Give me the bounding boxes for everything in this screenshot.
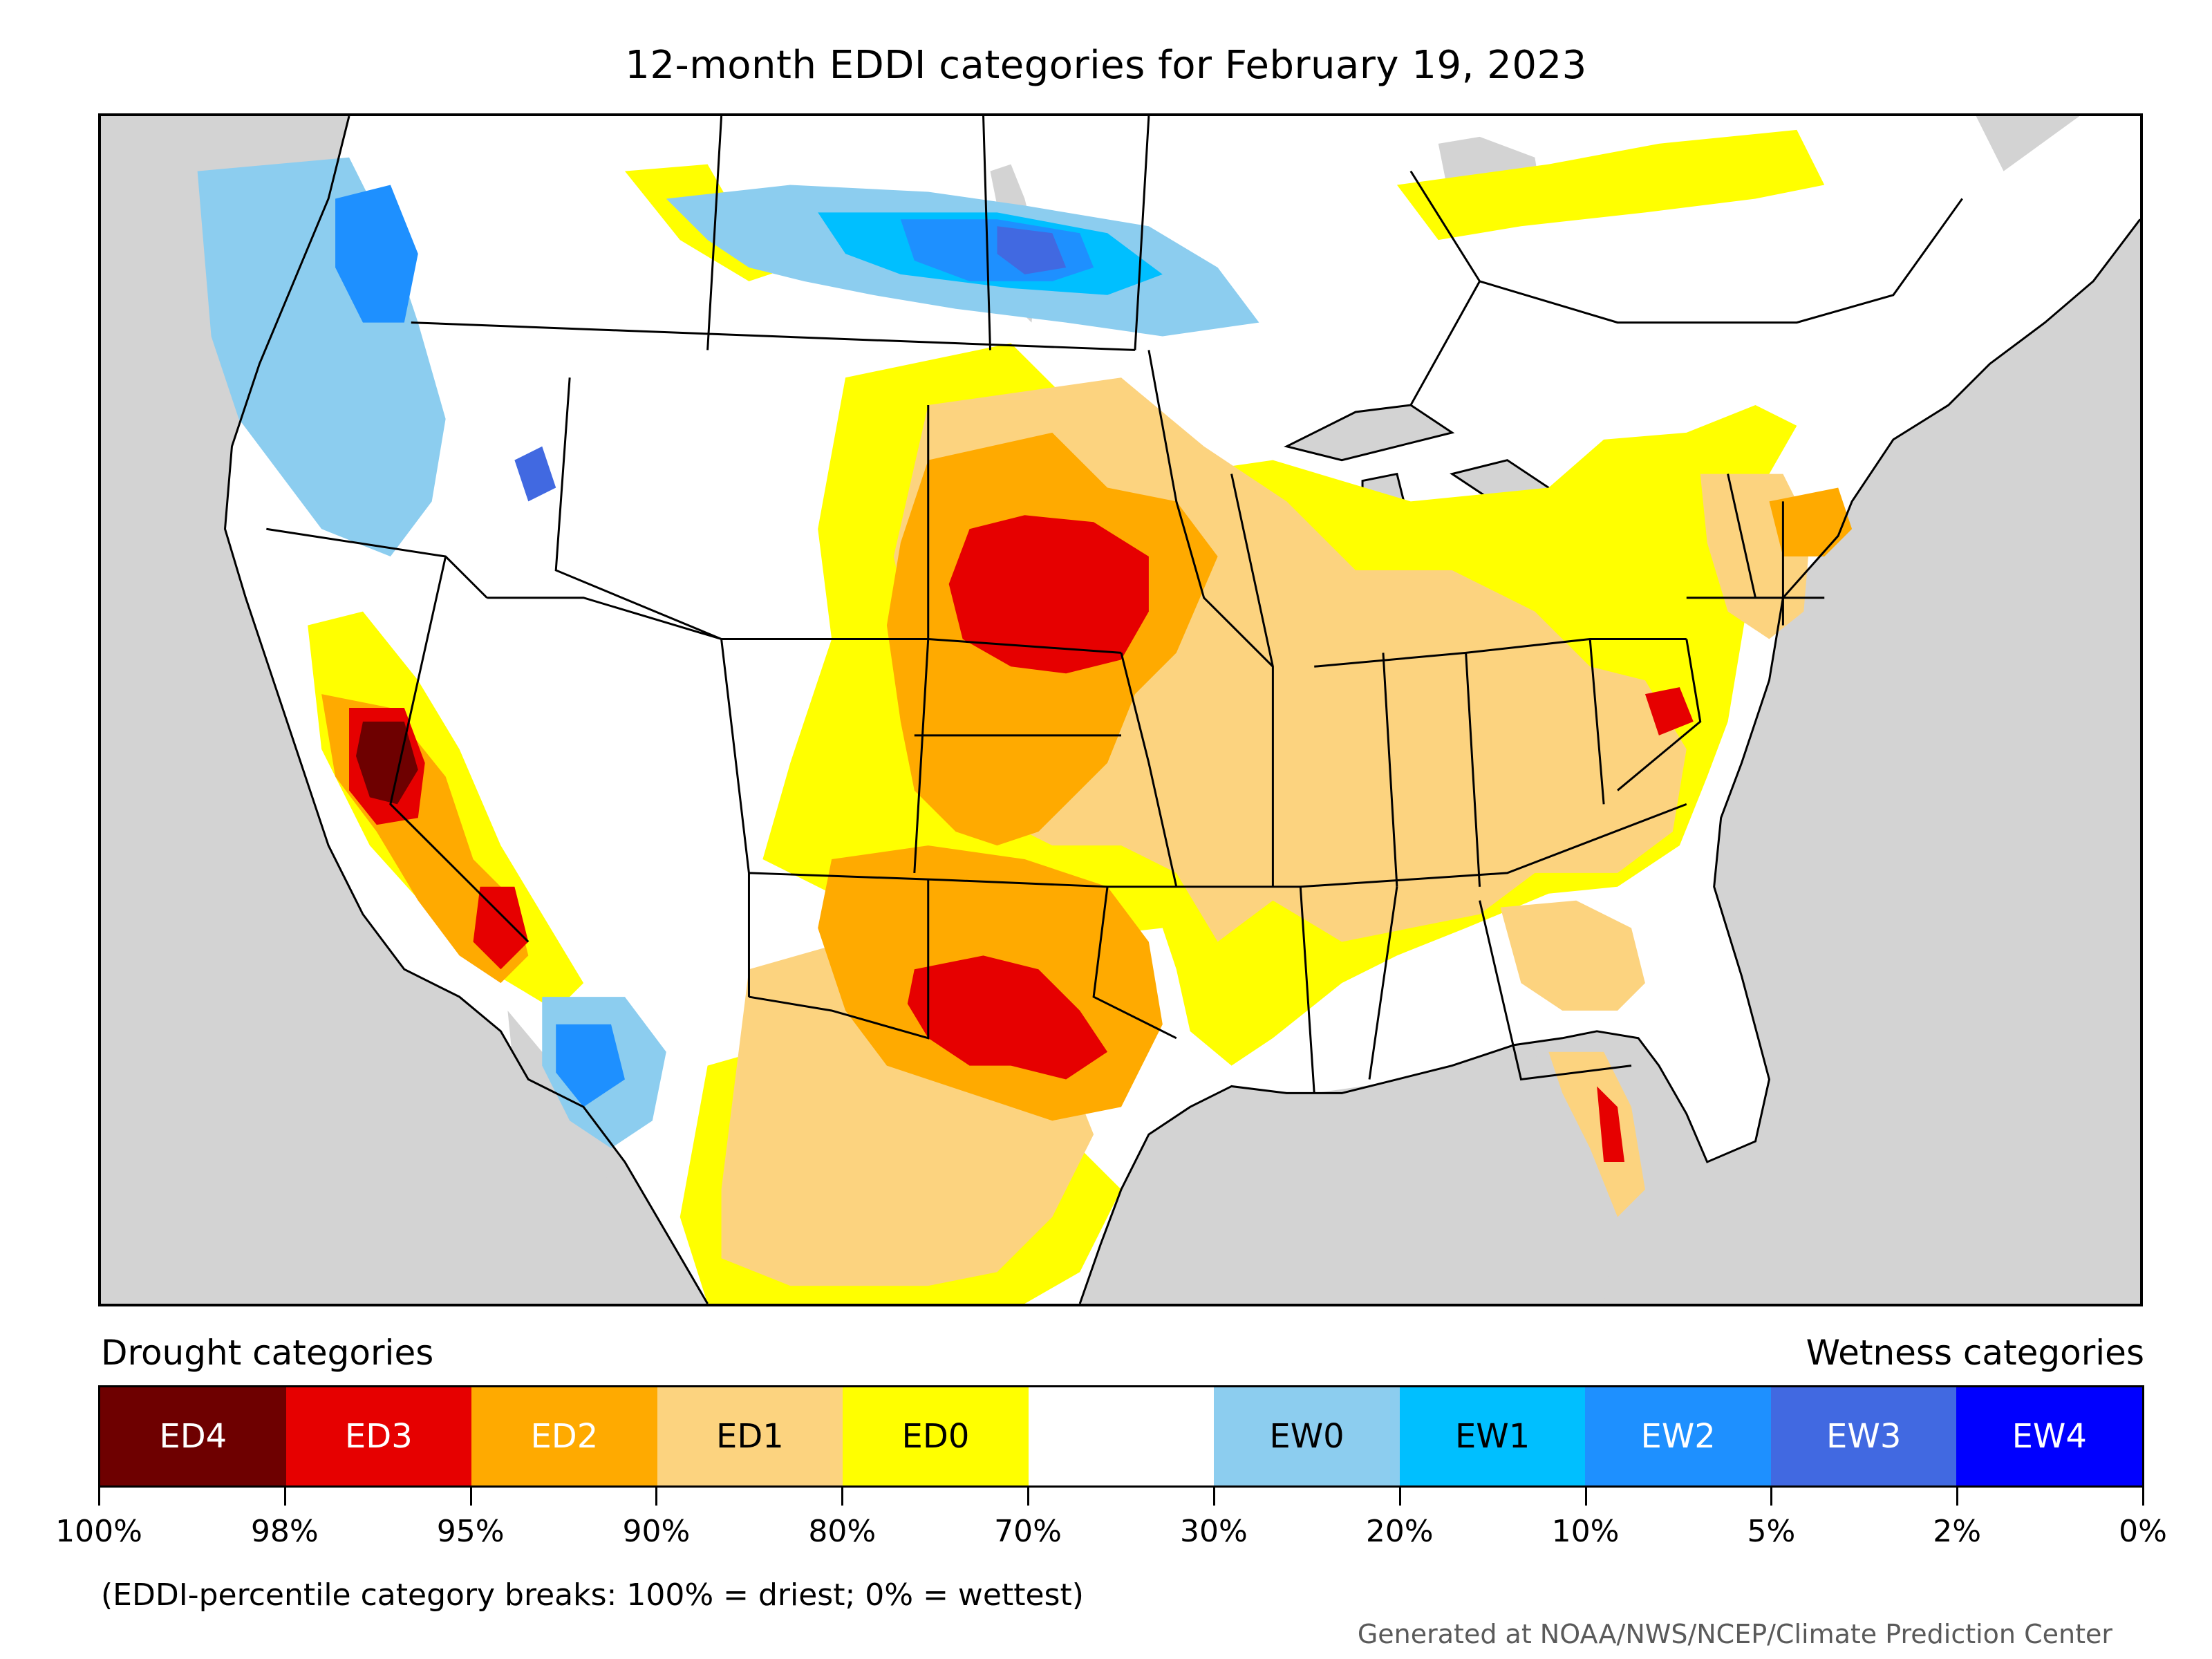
legend-swatch-ew3: EW3: [1770, 1387, 1957, 1485]
category-footnote: (EDDI-percentile category breaks: 100% =…: [101, 1577, 1084, 1613]
colorbar-tick-label: 5%: [1747, 1514, 1796, 1549]
colorbar-tick-label: 90%: [622, 1514, 691, 1549]
region-ed0-north: [624, 129, 1825, 281]
gulf-of-california: [507, 1010, 611, 1217]
colorbar-tick: [841, 1488, 844, 1506]
colorbar-tick: [2142, 1488, 2144, 1506]
region-ed3-texas: [907, 955, 1108, 1080]
region-ed2-northeast: [1769, 487, 1853, 557]
colorbar-tick-label: 2%: [1933, 1514, 1982, 1549]
region-ed3-virginia: [1644, 687, 1694, 735]
legend-swatch-ed2: ED2: [471, 1387, 657, 1485]
legend-swatch-normal: [1028, 1387, 1215, 1485]
map-title: 12-month EDDI categories for February 19…: [625, 43, 1587, 88]
region-ew2-west: [335, 185, 625, 1107]
legend-swatch-ed1: ED1: [657, 1387, 843, 1485]
gulf-of-mexico: [1121, 1051, 1631, 1304]
colorbar-tick-label: 20%: [1365, 1514, 1434, 1549]
legend-swatch-ew0: EW0: [1214, 1387, 1400, 1485]
colorbar-tick: [1770, 1488, 1773, 1506]
colorbar-tick: [1956, 1488, 1959, 1506]
region-ew3: [514, 226, 1067, 502]
colorbar-tick-label: 70%: [994, 1514, 1062, 1549]
colorbar-tick-label: 98%: [250, 1514, 319, 1549]
noaa-credit: Generated at NOAA/NWS/NCEP/Climate Predi…: [1357, 1619, 2112, 1649]
legend-swatch-ed0: ED0: [843, 1387, 1029, 1485]
eddi-map: [98, 113, 2143, 1306]
colorbar-tick: [1584, 1488, 1587, 1506]
colorbar-tick: [1212, 1488, 1215, 1506]
drought-categories-heading: Drought categories: [101, 1333, 434, 1373]
colorbar-tick-label: 0%: [2119, 1514, 2167, 1549]
colorbar-tick: [469, 1488, 472, 1506]
coastlines: [223, 116, 2140, 1304]
wetness-categories-heading: Wetness categories: [1806, 1333, 2144, 1373]
map-svg: [101, 116, 2140, 1304]
colorbar-tick: [655, 1488, 658, 1506]
category-regions: [197, 129, 1853, 1304]
colorbar-tick-label: 95%: [436, 1514, 505, 1549]
legend-swatch-ew4: EW4: [1956, 1387, 2143, 1485]
legend-swatch-ew1: EW1: [1399, 1387, 1586, 1485]
legend-swatch-ed4: ED4: [100, 1387, 286, 1485]
state-boundaries: [266, 116, 1963, 1094]
category-colorbar: ED4 ED3 ED2 ED1 ED0 EW0 EW1 EW2 EW3 EW4: [98, 1385, 2144, 1488]
colorbar-tick: [283, 1488, 286, 1506]
colorbar-tick: [1027, 1488, 1030, 1506]
legend-swatch-ew2: EW2: [1585, 1387, 1771, 1485]
region-ed3-nebraska: [948, 515, 1149, 674]
region-ed4-california: [355, 721, 418, 805]
legend-swatch-ed3: ED3: [285, 1387, 472, 1485]
colorbar-tick: [1398, 1488, 1401, 1506]
colorbar-tick: [98, 1488, 100, 1506]
colorbar-tick-label: 30%: [1180, 1514, 1248, 1549]
colorbar-tick-label: 100%: [55, 1514, 142, 1549]
region-ed3-florida: [1597, 1086, 1625, 1162]
colorbar-tick-label: 80%: [808, 1514, 877, 1549]
colorbar-tick-label: 10%: [1551, 1514, 1620, 1549]
